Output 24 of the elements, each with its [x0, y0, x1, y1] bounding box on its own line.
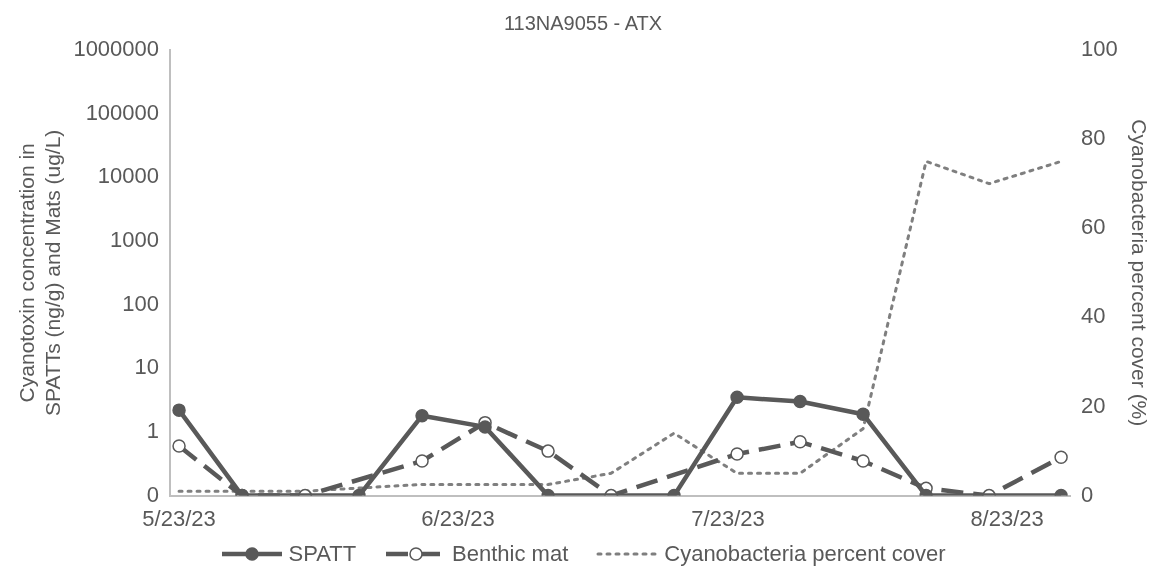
- y2-tick-label: 100: [1081, 36, 1118, 62]
- y-axis-title: Cyanotoxin concentration in SPATTs (ng/g) and Mats (ug/L): [15, 129, 64, 416]
- x-tick-label: 7/23/23: [691, 505, 765, 531]
- y-tick-label: 100000: [85, 99, 160, 125]
- y2-tick-label: 40: [1081, 303, 1106, 329]
- legend-label: SPATT: [288, 541, 357, 567]
- y-tick-label: 0: [146, 481, 160, 507]
- x-tick-label: 6/23/23: [421, 505, 495, 531]
- y2-tick-label: 0: [1081, 481, 1094, 507]
- y2-tick-label: 60: [1081, 214, 1106, 240]
- y-tick-label: 1: [146, 418, 160, 444]
- legend-label: Benthic mat: [452, 541, 569, 567]
- y-tick-label: 100: [122, 290, 160, 316]
- y-tick-label: 1000000: [73, 36, 160, 62]
- x-tick-label: 5/23/23: [142, 505, 216, 531]
- chart-title: 113NA9055 - ATX: [503, 11, 663, 34]
- y-tick-label: 10: [134, 354, 160, 380]
- y-tick-label: 10000: [97, 163, 160, 189]
- legend-label: Cyanobacteria percent cover: [664, 541, 946, 567]
- y2-tick-label: 20: [1081, 392, 1106, 418]
- y2-axis-title: Cyanobacteria percent cover (%): [1127, 119, 1151, 427]
- y2-tick-label: 80: [1081, 125, 1106, 151]
- x-tick-label: 8/23/23: [970, 505, 1044, 531]
- y-tick-label: 1000: [110, 227, 160, 253]
